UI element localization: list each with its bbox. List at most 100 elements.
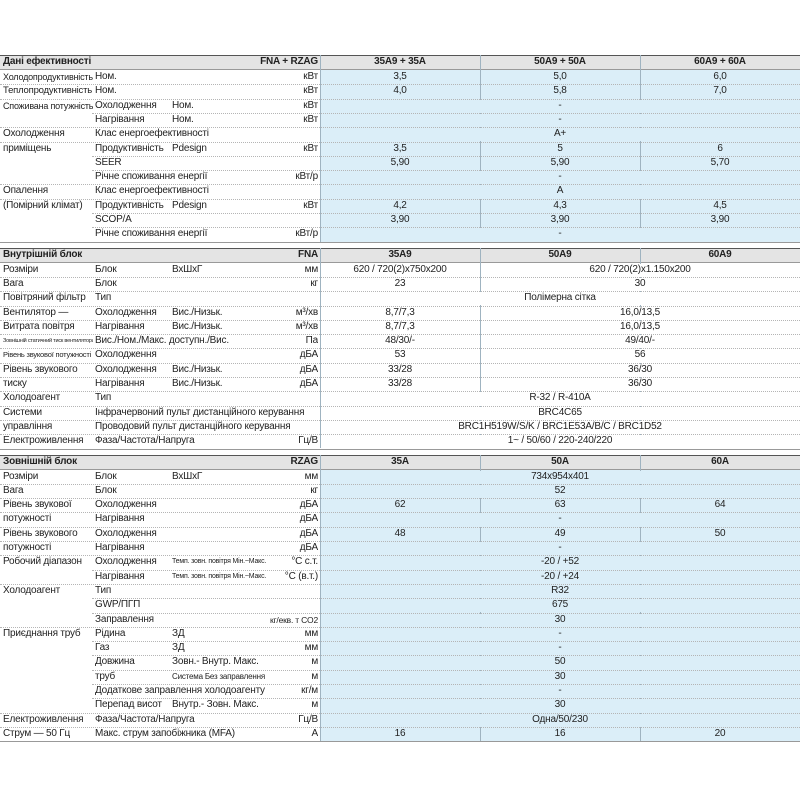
value-cell: 3,5 — [393, 71, 407, 82]
row-qualifier: Система Без заправлення — [172, 671, 265, 681]
value-cell: - — [558, 685, 562, 696]
value-cell: 4,5 — [713, 199, 727, 211]
row-group: Споживана потужність — [3, 100, 93, 111]
row-line — [0, 198, 800, 200]
value-cell: 53 — [394, 349, 406, 361]
span-cover — [479, 556, 482, 570]
value-cell: 36/30 — [627, 363, 653, 375]
row-qualifier: Внутр.- Зовн. Макс. — [172, 699, 259, 711]
row-group: Розміри — [3, 470, 39, 482]
row-line — [92, 641, 800, 643]
row-unit: дБА — [299, 378, 318, 389]
span-cover — [639, 642, 642, 656]
row-unit: м³/хв — [295, 320, 318, 332]
value-cell: 5,90 — [390, 156, 410, 168]
value-cell: 620 / 720(2)x750x200 — [353, 263, 447, 275]
row-line — [0, 184, 800, 186]
span-cover — [639, 584, 642, 599]
row-group: Холодоагент — [3, 584, 61, 596]
row-unit: дБА — [299, 542, 318, 553]
span-cover — [479, 185, 482, 199]
span-cover — [639, 128, 642, 142]
span-cover — [479, 613, 482, 627]
row-line — [92, 669, 800, 671]
row-unit: Гц/В — [298, 713, 318, 725]
row-unit: м — [311, 656, 318, 668]
row-label: Охолодження — [95, 99, 157, 111]
row-group: Зовнішній статичний тиск вентилятора — [3, 338, 93, 345]
row-label: Охолодження — [95, 363, 157, 375]
value-cell: 50 — [554, 656, 566, 668]
row-unit: кВт — [303, 113, 318, 125]
value-cell: 16 — [554, 727, 566, 739]
span-cover — [479, 542, 482, 556]
value-cell: 63 — [554, 499, 566, 511]
row-label: Охолодження — [95, 306, 157, 318]
row-qualifier: Вис./Низьк. — [172, 306, 223, 318]
value-cell: 620 / 720(2)x1.150x200 — [589, 263, 691, 275]
value-cell: BRC1H519W/S/K / BRC1E53A/B/C / BRC1D52 — [458, 420, 662, 432]
span-cover — [639, 699, 642, 713]
row-line — [0, 526, 800, 528]
row-label: Клас енергоефективності — [95, 128, 209, 140]
row-unit: кВт — [303, 142, 318, 154]
row-line — [0, 419, 800, 421]
row-label: Ном. — [95, 85, 117, 97]
model-label: RZAG — [290, 455, 318, 467]
value-cell: 48/30/- — [385, 335, 415, 347]
row-unit: мм — [304, 642, 318, 654]
row-line — [92, 598, 800, 600]
row-line — [92, 684, 800, 685]
row-qualifier: Темп. зовн. повітря Мін.~Макс. — [172, 558, 266, 566]
row-unit: мм — [304, 263, 318, 275]
value-cell: 30 — [634, 277, 646, 289]
row-label: Охолодження — [95, 527, 157, 539]
row-group: Робочий діапазон — [3, 556, 82, 568]
row-group: потужності — [3, 542, 52, 553]
span-cover — [639, 392, 642, 406]
span-cover — [479, 584, 482, 599]
row-group: тиску — [3, 378, 27, 389]
row-line — [0, 434, 800, 436]
row-unit: дБА — [299, 513, 318, 525]
row-unit: кВт — [303, 199, 318, 211]
row-label: Тип — [95, 392, 112, 404]
span-cover — [639, 171, 642, 185]
row-unit: кг/екв. т CO2 — [270, 614, 318, 625]
row-qualifier: Pdesign — [172, 142, 207, 154]
value-cell: 4,0 — [393, 85, 407, 97]
span-cover — [639, 113, 642, 128]
row-label: труб — [95, 670, 116, 682]
value-cell: 4,3 — [553, 199, 567, 211]
span-cover — [479, 627, 482, 642]
row-qualifier: Pdesign — [172, 199, 207, 211]
value-cell: Одна/50/230 — [532, 713, 588, 725]
value-cell: 16,0/13,5 — [620, 320, 660, 332]
row-unit: кВт — [303, 99, 318, 111]
row-line — [0, 127, 800, 129]
row-line — [0, 555, 800, 557]
span-cover — [639, 570, 642, 584]
span-cover — [639, 613, 642, 627]
value-cell: Полімерна сітка — [524, 292, 596, 304]
row-unit: кВт/р — [295, 228, 318, 240]
span-cover — [639, 378, 642, 392]
column-header: 50A9 — [548, 248, 572, 260]
row-group: Рівень звукової — [3, 499, 72, 511]
row-line — [0, 583, 800, 585]
value-cell: 675 — [551, 599, 569, 611]
value-cell: R-32 / R-410A — [529, 392, 591, 404]
row-label: Продуктивність — [95, 199, 164, 211]
value-cell: 50 — [714, 527, 726, 539]
column-header: 35A9 — [388, 248, 412, 260]
value-cell: 23 — [394, 277, 406, 289]
row-label: Блок — [95, 263, 117, 275]
span-cover — [479, 406, 482, 420]
header-band — [0, 454, 800, 470]
row-line — [0, 84, 800, 86]
value-cell: - — [558, 642, 562, 654]
row-line — [92, 170, 800, 172]
row-group: Рівень звукового — [3, 363, 78, 375]
column-header: 50A — [551, 455, 569, 467]
row-unit: кг — [310, 484, 318, 496]
